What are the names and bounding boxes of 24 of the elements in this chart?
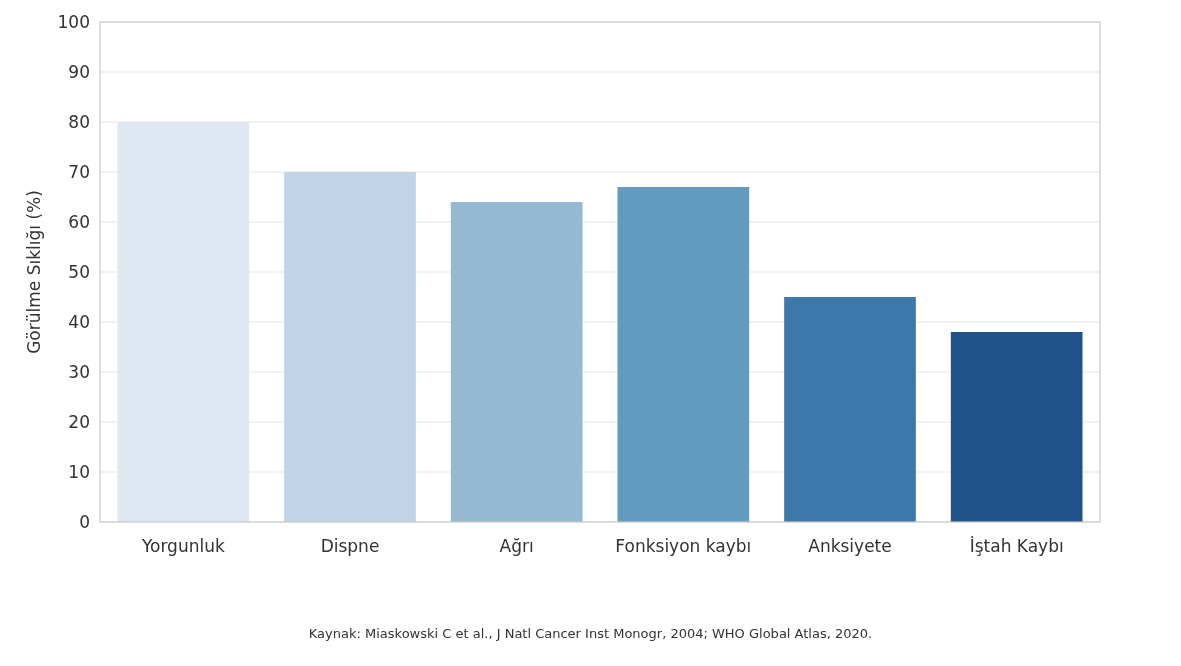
y-tick-label: 90 (68, 61, 90, 82)
x-tick-label: İştah Kaybı (969, 536, 1064, 556)
y-tick-label: 0 (79, 511, 90, 532)
y-tick-label: 30 (68, 361, 90, 382)
y-tick-label: 10 (68, 461, 90, 482)
bar (617, 187, 750, 522)
text: Kaynak: Miaskowski C et al., J Natl Cancer Inst Monogr, 2004; WHO Global Atlas, 2020. (308, 626, 873, 641)
bar (950, 332, 1083, 522)
y-tick-label: 100 (57, 11, 90, 32)
bar (784, 297, 916, 522)
x-tick-label: Dispne (320, 536, 380, 556)
y-tick-label: 40 (68, 311, 90, 332)
y-tick-label: 60 (68, 211, 90, 232)
x-tick-label: Yorgunluk (140, 536, 225, 556)
y-tick-label: 50 (68, 261, 90, 282)
y-tick-label: 70 (68, 161, 90, 182)
y-axis-title: Görülme Sıklığı (%) (24, 190, 44, 354)
y-tick-label: 80 (68, 111, 90, 132)
bar (450, 202, 583, 522)
x-tick-label: Fonksiyon kaybı (615, 536, 752, 556)
x-tick-label: Ağrı (499, 536, 534, 556)
bar (284, 172, 416, 522)
y-tick-label: 20 (68, 411, 90, 432)
x-tick-label: Anksiyete (808, 536, 892, 556)
